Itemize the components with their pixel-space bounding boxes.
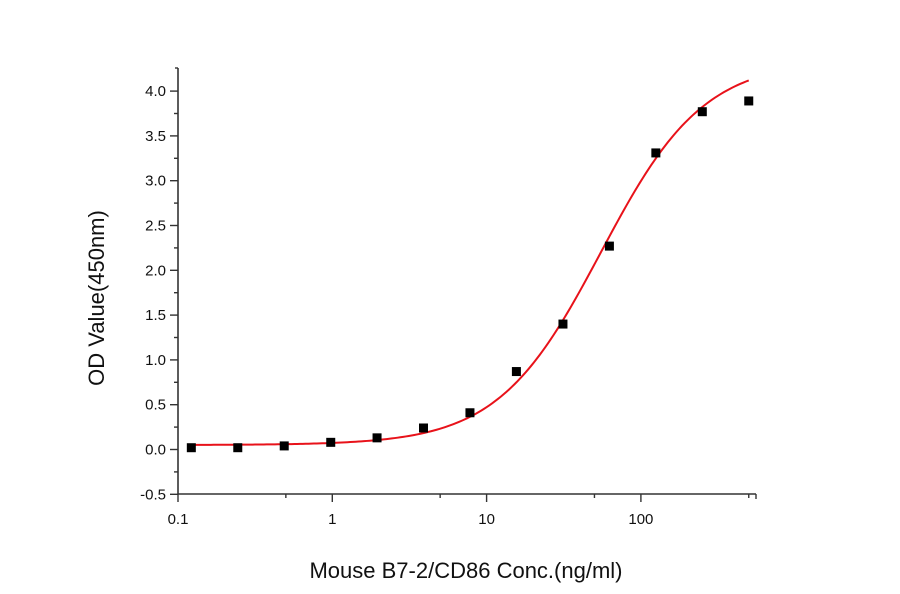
data-point [651,148,661,158]
data-point [372,433,382,443]
x-axis-title: Mouse B7-2/CD86 Conc.(ng/ml) [309,558,622,583]
data-point [465,408,475,418]
x-tick-label: 100 [628,511,653,528]
y-tick-label: -0.5 [140,486,166,503]
x-tick-label: 1 [328,511,336,528]
data-point [326,437,336,447]
data-point [604,241,614,251]
x-tick-label: 0.1 [168,511,189,528]
x-tick-label: 10 [478,511,495,528]
y-tick-label: 0.5 [145,397,166,414]
x-axis: 0.1 1 10 100 [168,493,757,528]
y-tick-label: 0.0 [145,442,166,459]
data-point [419,423,429,433]
y-tick-label: 4.0 [145,83,166,100]
fit-curve [191,79,750,446]
data-point [233,443,243,453]
data-point [697,107,707,117]
data-points [186,96,754,453]
y-tick-label: 3.5 [145,128,166,145]
data-point [279,441,289,451]
data-point [186,443,196,453]
y-tick-label: 3.0 [145,173,166,190]
y-tick-label: 1.0 [145,352,166,369]
y-axis-title: OD Value(450nm) [84,210,109,386]
data-point [744,96,754,106]
y-tick-label: 2.0 [145,262,166,279]
y-tick-label: 1.5 [145,307,166,324]
data-point [558,319,568,329]
y-tick-label: 2.5 [145,218,166,235]
y-axis: -0.5 0.0 0.5 1.0 1.5 2.0 2.5 3.0 3.5 4.0 [140,67,179,503]
data-point [511,367,521,377]
